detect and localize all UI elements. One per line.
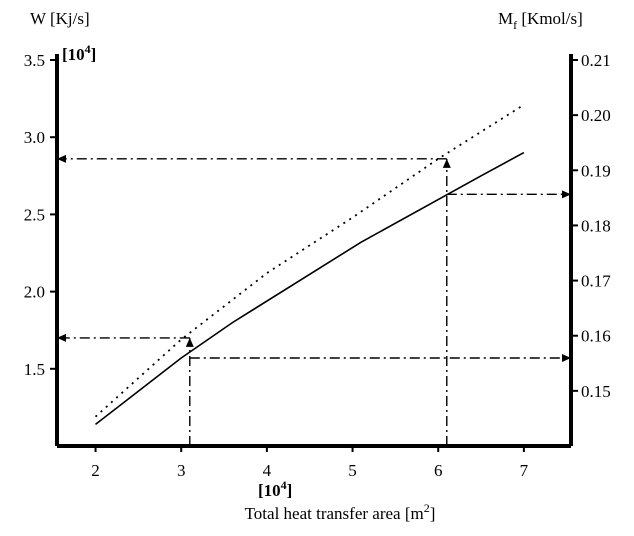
y-right-tick-label: 0.17	[581, 272, 611, 291]
x-tick-label: 7	[520, 461, 529, 480]
y-left-axis-label: W [Kj/s]	[30, 9, 90, 28]
y-right-tick-label: 0.20	[581, 106, 611, 125]
x-multiplier-tail: ]	[287, 481, 293, 500]
series-dotted-line	[94, 104, 525, 418]
x-axis-label: Total heat transfer area [m2]	[245, 501, 436, 523]
y-right-label-tail: [Kmol/s]	[517, 9, 583, 28]
x-multiplier-base: [10	[258, 481, 281, 500]
x-tick-label: 3	[177, 461, 186, 480]
y-left-tick-label: 1.5	[24, 360, 45, 379]
y-left-tick-label: 2.5	[24, 205, 45, 224]
x-tick-label: 4	[263, 461, 272, 480]
x-tick-label: 2	[91, 461, 100, 480]
series-solid-line	[95, 151, 525, 426]
x-tick-label: 6	[434, 461, 443, 480]
x-multiplier: [104]	[258, 478, 292, 500]
y-left-multiplier-tail: ]	[91, 45, 97, 64]
x-tick-label: 5	[348, 461, 357, 480]
y-right-tick-label: 0.18	[581, 216, 611, 235]
y-right-tick-label: 0.21	[581, 51, 611, 70]
x-label-base: Total heat transfer area [m	[245, 504, 424, 523]
plot-area: 1.5 2.0 2.5 3.0 3.5 0.15 0.16 0.17 0.18 0.19 0.20 0…	[24, 51, 612, 480]
y-right-axis-label: Mf [Kmol/s]	[498, 9, 583, 32]
y-left-tick-label: 2.0	[24, 283, 45, 302]
x-label-tail: ]	[430, 504, 436, 523]
y-left-multiplier: [104]	[62, 42, 96, 64]
y-left-multiplier-base: [10	[62, 45, 85, 64]
x-multiplier-exp: 4	[281, 478, 287, 492]
y-right-tick-label: 0.19	[581, 161, 611, 180]
x-label-exp: 2	[424, 501, 430, 515]
y-left-multiplier-exp: 4	[85, 42, 91, 56]
y-left-tick-label: 3.0	[24, 128, 45, 147]
y-right-tick-label: 0.16	[581, 327, 611, 346]
y-right-tick-label: 0.15	[581, 382, 611, 401]
y-right-label-sub: f	[513, 18, 517, 32]
y-right-label-base: M	[498, 9, 513, 28]
y-left-tick-label: 3.5	[24, 51, 45, 70]
